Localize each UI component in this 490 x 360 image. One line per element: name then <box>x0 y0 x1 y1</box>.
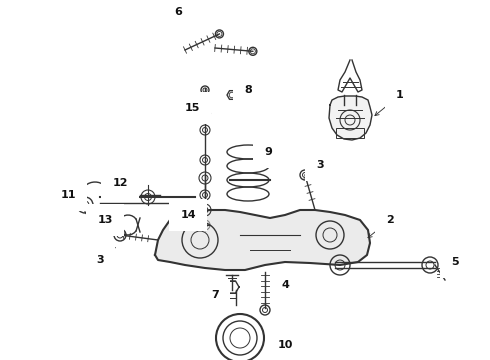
Text: 3: 3 <box>316 160 324 170</box>
Text: 6: 6 <box>174 7 182 17</box>
Text: 1: 1 <box>396 90 404 100</box>
Polygon shape <box>329 96 372 140</box>
Text: 3: 3 <box>96 255 104 265</box>
Text: 9: 9 <box>264 147 272 157</box>
Text: 2: 2 <box>386 215 394 225</box>
Text: 11: 11 <box>60 190 76 200</box>
Text: 7: 7 <box>211 290 219 300</box>
Text: 15: 15 <box>184 103 200 113</box>
Text: 4: 4 <box>281 280 289 290</box>
Text: 12: 12 <box>112 178 128 188</box>
Bar <box>336 128 364 138</box>
Text: 14: 14 <box>180 210 196 220</box>
Text: 8: 8 <box>244 85 252 95</box>
Text: 5: 5 <box>451 257 459 267</box>
Text: 13: 13 <box>98 215 113 225</box>
Text: 10: 10 <box>277 340 293 350</box>
Polygon shape <box>155 210 370 270</box>
